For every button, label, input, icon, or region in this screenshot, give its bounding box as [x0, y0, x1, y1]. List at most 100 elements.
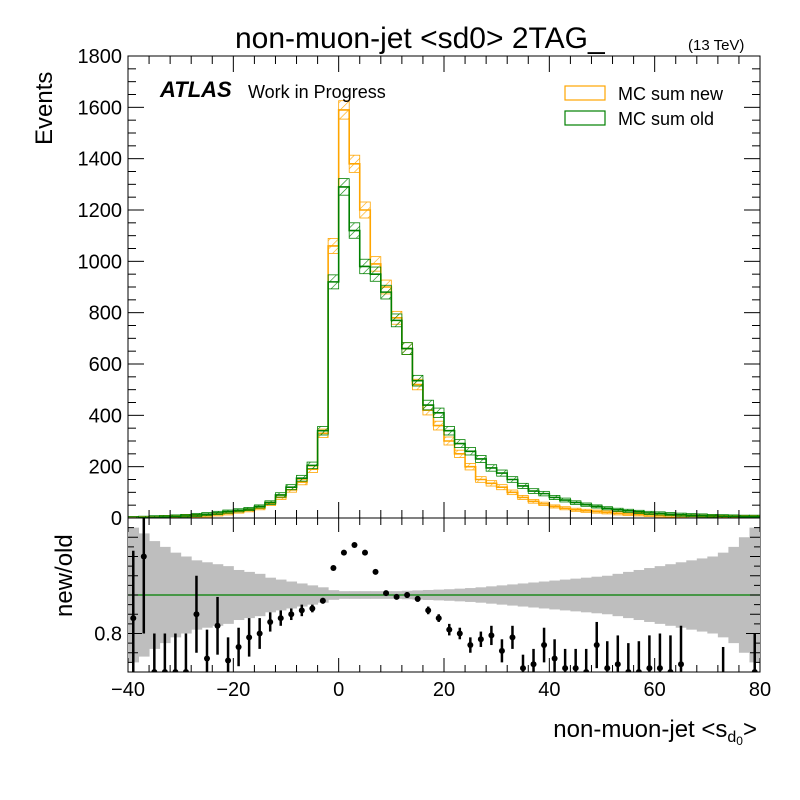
ratio-point: [267, 618, 274, 625]
ratio-point: [372, 568, 379, 575]
legend: MC sum new MC sum old: [564, 84, 724, 129]
ratio-point: [509, 634, 516, 641]
ratio-point: [625, 669, 632, 672]
ratio-point: [140, 553, 147, 560]
ratio-point: [393, 593, 400, 600]
ratio-point: [288, 611, 295, 618]
ratio-point: [404, 592, 411, 598]
main-plot-area: [128, 100, 760, 518]
ratio-point: [330, 565, 337, 572]
ratio-point: [435, 615, 442, 622]
series-old-line: [128, 186, 760, 518]
ratio-point: [614, 661, 621, 668]
ratio-point: [182, 669, 189, 672]
ratio-point: [256, 630, 263, 637]
ratio-point: [551, 655, 558, 662]
ratio-point: [298, 607, 305, 614]
x-tick-label: 60: [644, 679, 666, 701]
series-new: [128, 100, 760, 518]
ratio-point: [414, 595, 421, 602]
x-tick-label: 20: [433, 679, 455, 701]
ratio-point: [562, 665, 569, 672]
atlas-sublabel: Work in Progress: [248, 82, 386, 102]
y-tick-label: 1000: [78, 251, 123, 273]
ratio-point: [593, 642, 600, 649]
x-axis-title-sub: d: [727, 729, 736, 746]
ratio-point: [720, 673, 726, 679]
ratio-point: [446, 626, 453, 633]
ratio-point: [204, 655, 210, 662]
ratio-point: [604, 665, 611, 672]
ratio-point: [520, 665, 526, 672]
ratio-point: [351, 541, 358, 548]
legend-label-old: MC sum old: [618, 109, 714, 129]
ratio-point: [572, 665, 579, 672]
ratio-point: [340, 549, 347, 556]
ratio-point: [498, 647, 505, 654]
main-ticks: [127, 55, 761, 519]
y-tick-label: 1400: [78, 149, 123, 171]
y-tick-label: 200: [89, 457, 122, 479]
x-tick-label: 80: [749, 679, 771, 701]
y-tick-label: 800: [89, 303, 122, 325]
ratio-point: [362, 549, 368, 556]
x-axis-title-main: non-muon-jet <s: [553, 716, 727, 743]
ratio-ticks: [127, 518, 761, 672]
y-tick-label: 400: [89, 405, 122, 427]
atlas-label: ATLAS: [159, 77, 232, 102]
ratio-point: [583, 669, 590, 672]
series-new-line: [128, 109, 760, 518]
x-tick-label: −20: [216, 679, 250, 701]
legend-swatch-new: [564, 85, 606, 101]
ratio-point: [235, 643, 242, 650]
ratio-y-tick-labels: 0.8: [94, 624, 122, 646]
ratio-point: [425, 607, 432, 614]
ratio-point: [383, 590, 390, 597]
y-tick-label: 600: [89, 354, 122, 376]
ratio-point: [656, 665, 663, 672]
ratio-point: [277, 615, 284, 622]
main-panel: 0 200 400 600 800 1000 1200 1400 1600 1800 Events…: [31, 46, 761, 530]
ratio-y-axis-title: new/old: [51, 534, 78, 617]
ratio-point: [130, 615, 137, 622]
ratio-point: [225, 657, 232, 664]
ratio-y-tick-label: 0.8: [94, 624, 122, 646]
y-tick-label: 1800: [78, 46, 123, 68]
y-tick-label: 1200: [78, 200, 123, 222]
legend-swatch-old: [564, 110, 606, 126]
ratio-point: [172, 669, 179, 672]
ratio-point: [477, 636, 484, 643]
ratio-point: [161, 669, 168, 672]
x-tick-label: 0: [333, 679, 344, 701]
y-tick-label: 1600: [78, 97, 123, 119]
ratio-point: [541, 642, 548, 649]
ratio-point: [646, 665, 653, 672]
x-tick-labels: −40 −20 0 20 40 60 80: [111, 679, 771, 701]
ratio-point: [309, 605, 316, 612]
series-old: [128, 178, 760, 518]
x-tick-label: −40: [111, 679, 145, 701]
ratio-point: [751, 669, 758, 672]
y-tick-label: 0: [111, 508, 122, 530]
legend-label-new: MC sum new: [618, 84, 724, 104]
x-tick-label: 40: [538, 679, 560, 701]
ratio-point: [456, 630, 463, 637]
ratio-point: [488, 632, 495, 639]
x-axis-title: non-muon-jet <sd0>: [553, 716, 757, 748]
ratio-point: [214, 622, 221, 629]
main-y-tick-labels: 0 200 400 600 800 1000 1200 1400 1600 1800: [78, 46, 123, 530]
ratio-point: [246, 634, 253, 641]
ratio-point: [667, 669, 674, 672]
ratio-point: [151, 669, 158, 672]
chart-title: non-muon-jet <sd0> 2TAG_: [235, 22, 606, 55]
ratio-points: [130, 518, 758, 679]
x-axis-title-end: >: [743, 716, 757, 743]
y-axis-title: Events: [31, 72, 58, 145]
ratio-point: [678, 661, 684, 668]
x-axis-title-subsub: 0: [736, 734, 743, 748]
ratio-point: [319, 597, 326, 604]
ratio-point: [193, 611, 200, 618]
ratio-point: [530, 661, 537, 668]
energy-label: (13 TeV): [688, 37, 744, 54]
ratio-panel: 0.8 −40 −20 0 20 40 60 80 new/old non-muon-jet…: [51, 517, 771, 748]
